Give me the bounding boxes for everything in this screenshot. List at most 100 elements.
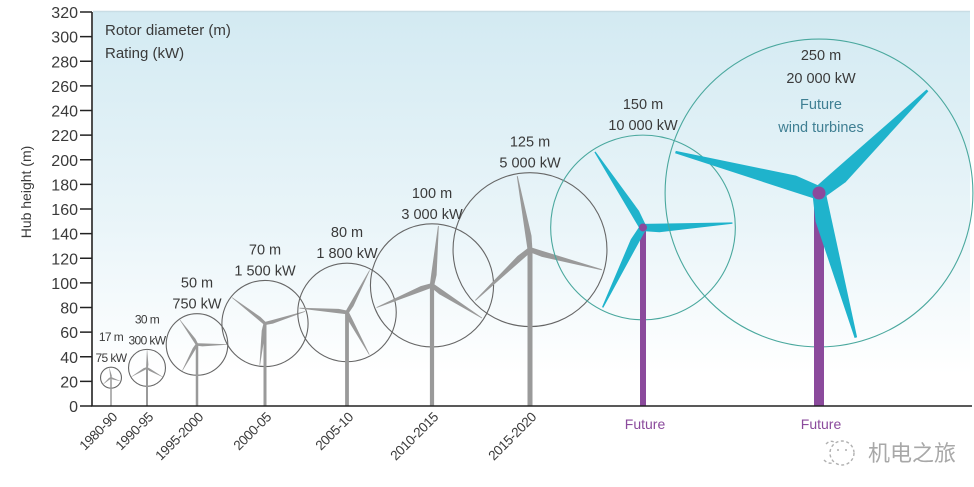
blade	[103, 377, 112, 385]
x-tick-label: 1980-90	[76, 410, 120, 454]
blade	[146, 367, 163, 377]
blade	[675, 150, 821, 200]
tower	[429, 285, 435, 406]
blade	[642, 222, 733, 233]
rotor-diameter-label: 17 m	[99, 330, 124, 344]
blade	[232, 297, 266, 325]
blade	[109, 367, 112, 378]
blade	[179, 319, 198, 346]
blade	[182, 343, 199, 371]
y-ticks: 0 20 40 60 80 100 120 140 160 180 200 220 240 260 280 3…	[51, 5, 92, 416]
y-tick-label: 120	[51, 251, 78, 268]
tower	[195, 344, 199, 406]
x-tick-label: 2015-2020	[485, 410, 539, 464]
rating-label: 750 kW	[172, 297, 221, 313]
rating-label: 300 kW	[128, 333, 166, 347]
turbine-7	[452, 172, 608, 406]
blade	[430, 283, 483, 319]
watermark-text: 机电之旅	[868, 442, 956, 467]
tower	[146, 367, 148, 406]
y-tick-label: 260	[51, 79, 78, 96]
y-tick-label: 140	[51, 227, 78, 244]
x-tick-label: Future	[625, 416, 666, 432]
blade	[812, 191, 858, 338]
hub	[639, 223, 647, 232]
blade	[259, 323, 267, 365]
rotor-diameter-label: 125 m	[510, 135, 550, 151]
blade	[197, 343, 227, 347]
blade	[594, 151, 646, 230]
tower	[345, 312, 349, 406]
y-tick-label: 60	[60, 325, 78, 342]
rating-label: 5 000 kW	[499, 156, 561, 172]
blade	[299, 307, 348, 315]
x-tick-label: 2005-10	[312, 410, 356, 454]
rotor-diameter-label: 30 m	[135, 312, 160, 326]
y-tick-label: 300	[51, 30, 78, 47]
annotation-wind-turbines: wind turbines	[777, 120, 863, 136]
rotor-diameter-label: 50 m	[181, 276, 213, 292]
blade	[529, 247, 602, 271]
rating-label: 75 kW	[95, 351, 127, 365]
wechat-smile-icon	[823, 440, 855, 466]
x-tick-label: Future	[801, 416, 842, 432]
blade	[516, 176, 533, 251]
turbine-4	[221, 279, 309, 406]
turbine-9	[664, 38, 974, 406]
rating-label: 3 000 kW	[401, 207, 463, 223]
turbine-2	[127, 348, 167, 406]
watermark: 机电之旅	[823, 440, 956, 467]
y-tick-label: 240	[51, 104, 78, 121]
y-tick-label: 20	[60, 374, 78, 391]
x-tick-label: 2010-2015	[387, 410, 441, 464]
blade	[146, 349, 149, 368]
blade	[131, 367, 148, 377]
turbine-8	[550, 134, 736, 406]
y-axis-label: Hub height (m)	[18, 146, 34, 239]
tower	[110, 377, 112, 406]
tower	[640, 227, 646, 406]
blade	[814, 89, 929, 198]
legend-entry-rating: Rating (kW)	[105, 45, 184, 62]
x-tick-label: 1990-95	[112, 410, 156, 454]
rating-label: 1 800 kW	[316, 246, 378, 262]
blade	[602, 225, 647, 308]
point-labels: 17 m 75 kW 30 m 300 kW 50 m 750 kW 70 m 1 500 k…	[95, 48, 855, 365]
y-tick-label: 100	[51, 276, 78, 293]
tower	[814, 192, 824, 406]
y-tick-label: 320	[51, 5, 78, 22]
blade	[376, 283, 433, 308]
tower	[527, 249, 533, 406]
turbine-5	[297, 262, 397, 406]
y-tick-label: 200	[51, 153, 78, 170]
legend-entry-rotor-diameter: Rotor diameter (m)	[105, 22, 231, 39]
hub	[812, 186, 826, 200]
turbine-6	[369, 223, 495, 406]
blade	[264, 311, 306, 325]
rotor-diameter-label: 70 m	[249, 242, 281, 258]
blade	[429, 225, 439, 286]
y-tick-label: 80	[60, 301, 78, 318]
rotor-diameter-label: 150 m	[623, 97, 663, 113]
y-tick-label: 280	[51, 54, 78, 71]
rating-label: 1 500 kW	[234, 263, 296, 279]
rotor-diameter-label: 100 m	[412, 186, 452, 202]
annotation-future: Future	[800, 97, 842, 113]
blade	[345, 270, 370, 314]
blade	[110, 377, 121, 382]
y-tick-label: 220	[51, 128, 78, 145]
y-tick-label: 40	[60, 350, 78, 367]
y-tick-label: 180	[51, 177, 78, 194]
turbine-1	[99, 366, 123, 406]
turbines-layer	[99, 38, 974, 406]
rotor-diameter-label: 250 m	[801, 48, 841, 64]
tower	[263, 323, 267, 406]
y-tick-label: 160	[51, 202, 78, 219]
x-tick-label: 1995-2000	[152, 410, 206, 464]
y-tick-label: 0	[69, 399, 78, 416]
rating-label: 10 000 kW	[608, 118, 678, 134]
rotor-diameter-label: 80 m	[331, 225, 363, 241]
